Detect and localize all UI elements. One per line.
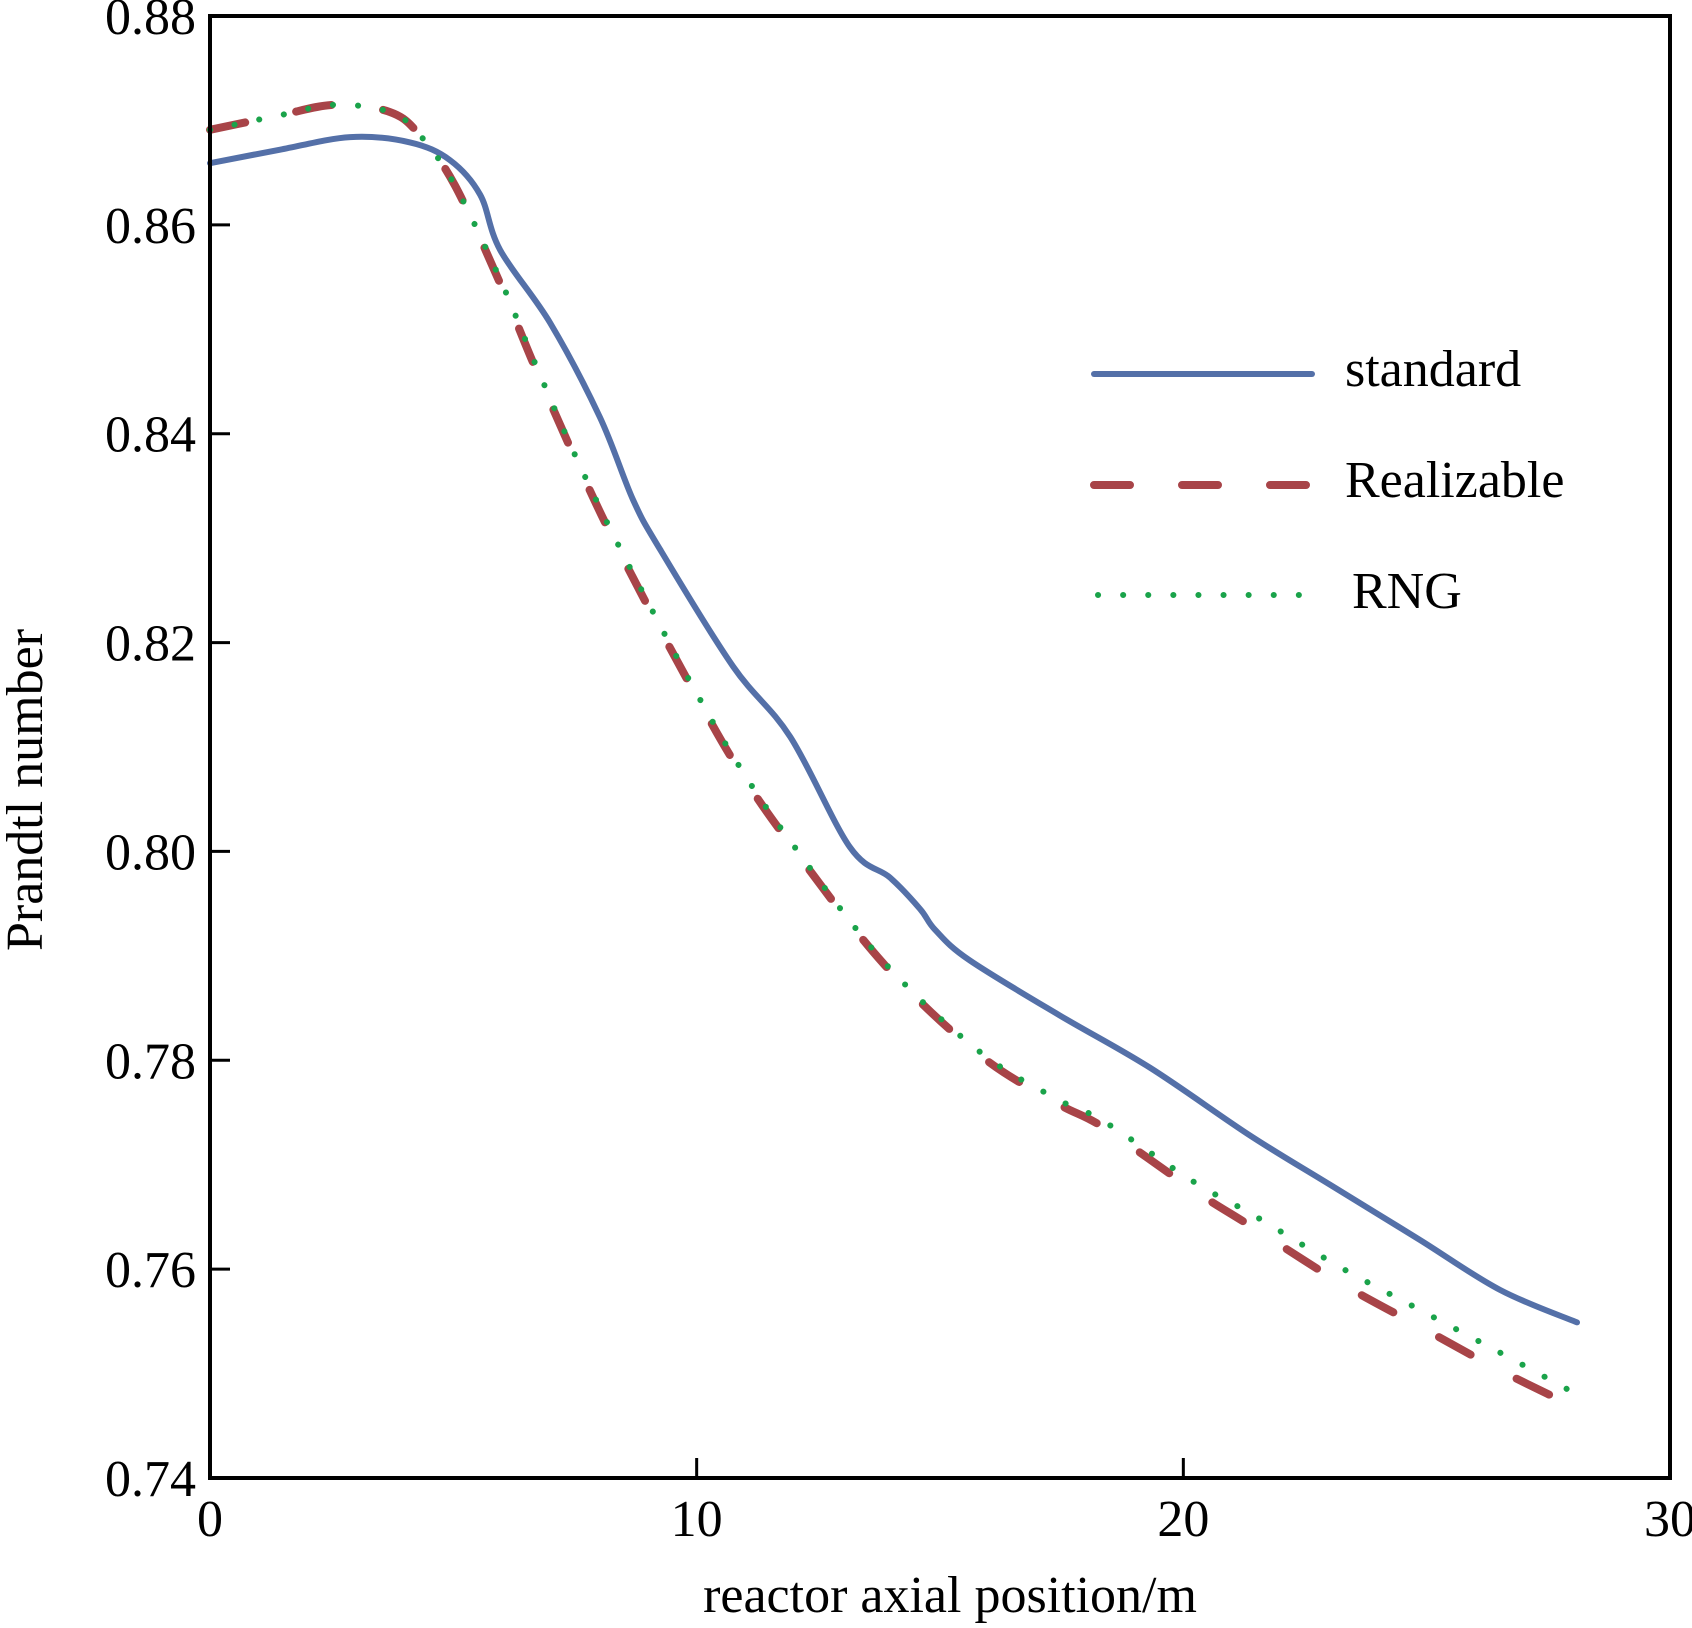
y-tick-label: 0.88 xyxy=(105,0,196,46)
plot-frame xyxy=(208,14,1672,1480)
x-tick-label: 30 xyxy=(1644,1491,1692,1548)
legend-label-standard: standard xyxy=(1345,341,1521,398)
y-tick-label: 0.76 xyxy=(105,1242,196,1299)
y-tick-label: 0.74 xyxy=(105,1451,196,1508)
x-tick-label: 10 xyxy=(671,1491,723,1548)
legend-label-realizable: Realizable xyxy=(1345,452,1564,509)
y-tick-label: 0.86 xyxy=(105,198,196,255)
y-tick-label: 0.84 xyxy=(105,407,196,464)
legend-label-rng: RNG xyxy=(1352,563,1462,620)
series-line-rng xyxy=(207,101,1580,1398)
y-tick-label: 0.78 xyxy=(105,1033,196,1090)
x-axis: 0 10 20 30 xyxy=(197,1458,1692,1548)
legend: standard Realizable RNG xyxy=(1090,341,1564,620)
y-tick-label: 0.80 xyxy=(105,824,196,881)
y-tick-label: 0.82 xyxy=(105,616,196,673)
x-axis-title: reactor axial position/m xyxy=(703,1567,1197,1624)
x-tick-label: 0 xyxy=(197,1491,223,1548)
y-axis-title: Prandtl number xyxy=(0,629,54,951)
x-tick-label: 20 xyxy=(1157,1491,1209,1548)
series-line-standard xyxy=(207,133,1580,1326)
series-layer xyxy=(206,100,1581,1412)
y-axis: 0.74 0.76 0.78 0.80 0.82 0.84 0.86 0.88 xyxy=(105,0,230,1508)
